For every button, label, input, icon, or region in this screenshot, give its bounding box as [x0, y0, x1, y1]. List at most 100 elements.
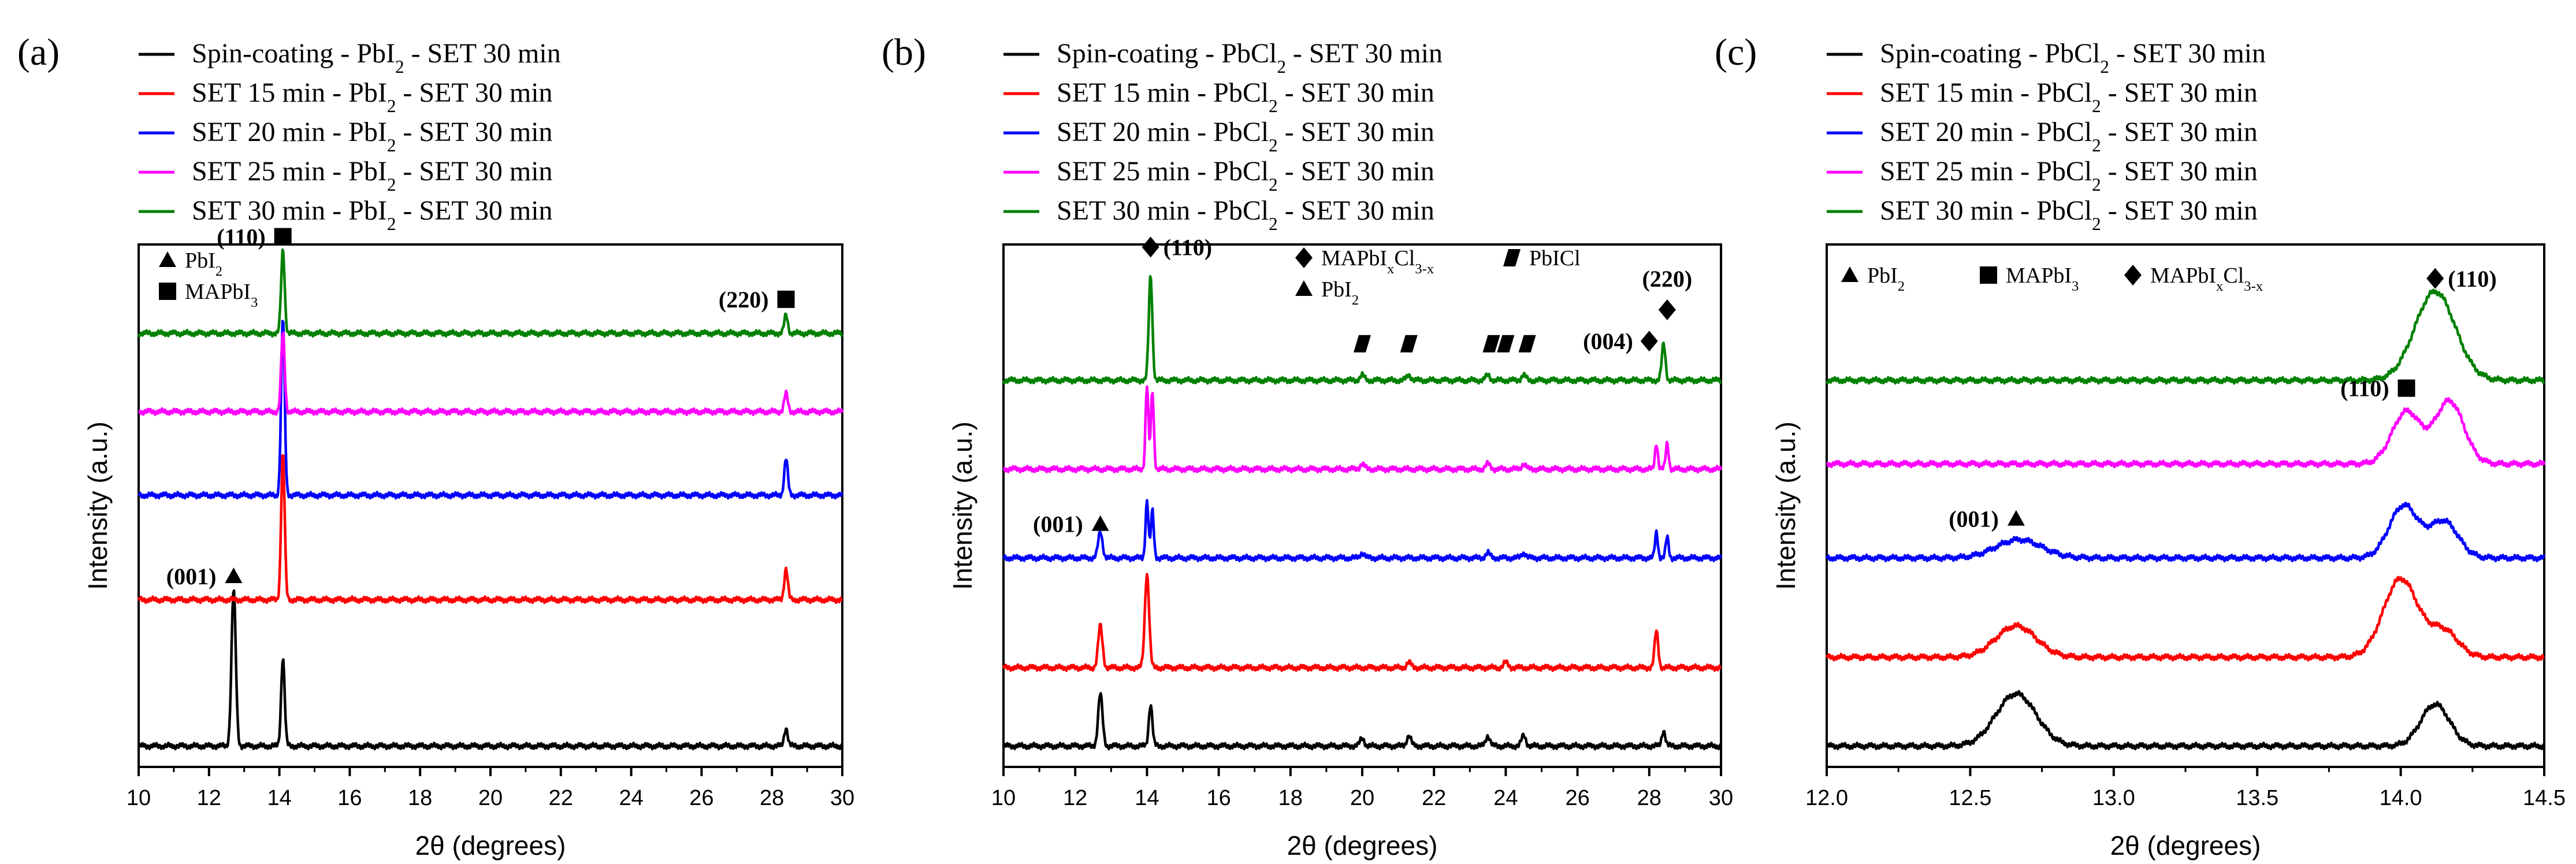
plot-frame [1002, 243, 1722, 768]
x-tick-label: 16 [1206, 786, 1231, 810]
x-tick-label: 22 [549, 786, 573, 810]
x-tick-label: 12 [1063, 786, 1087, 810]
x-tick-label: 12 [197, 786, 221, 810]
diamond-legend-icon [2124, 265, 2142, 285]
panel-label: (c) [1715, 31, 1757, 73]
series-line [137, 320, 844, 500]
legend-entry: Spin-coating - PbI2 - SET 30 min [192, 38, 561, 77]
legend-entry: SET 20 min - PbCl2 - SET 30 min [1057, 117, 1434, 155]
marker-legend-label: PbI2 [185, 249, 222, 279]
x-tick-label: 28 [1637, 786, 1661, 810]
panel-label: (a) [17, 31, 60, 73]
triangle-peak-icon [1091, 515, 1109, 531]
series-line [1826, 397, 2546, 469]
square-peak-icon [274, 228, 292, 246]
series-line [1826, 502, 2546, 562]
x-tick-label: 20 [478, 786, 503, 810]
legend-entry: SET 25 min - PbI2 - SET 30 min [192, 156, 553, 195]
legend-entry: SET 20 min - PbCl2 - SET 30 min [1880, 117, 2258, 155]
series-line [137, 589, 843, 751]
legend-entry: SET 15 min - PbCl2 - SET 30 min [1057, 77, 1434, 116]
parallelogram-legend-icon [1503, 249, 1521, 266]
square-legend-icon [1980, 266, 1997, 284]
diamond-peak-icon [2426, 268, 2444, 289]
legend-entry: SET 25 min - PbCl2 - SET 30 min [1057, 156, 1434, 195]
marker-legend-label: PbICl [1529, 246, 1581, 270]
marker-legend-label: MAPbIxCl3-x [2150, 264, 2263, 294]
x-tick-label: 13.0 [2092, 786, 2135, 810]
legend-entry: SET 20 min - PbI2 - SET 30 min [192, 117, 553, 155]
triangle-legend-icon [1295, 280, 1313, 296]
plot-frame [1826, 243, 2545, 768]
square-peak-icon [2397, 379, 2415, 397]
x-tick-label: 10 [127, 786, 151, 810]
x-tick-label: 10 [991, 786, 1016, 810]
series-line [1002, 499, 1723, 563]
panel-label: (b) [882, 31, 926, 73]
y-axis-label: Intensity (a.u.) [947, 421, 977, 589]
x-tick-label: 22 [1422, 786, 1446, 810]
marker-legend-label: PbI2 [1867, 264, 1905, 294]
legend-entry: SET 30 min - PbCl2 - SET 30 min [1057, 195, 1434, 234]
x-tick-label: 30 [1709, 786, 1733, 810]
x-tick-label: 24 [619, 786, 643, 810]
square-peak-icon [777, 290, 795, 308]
peak-label: (220) [719, 287, 769, 313]
series-line [1002, 692, 1722, 751]
x-axis-label: 2θ (degrees) [1287, 830, 1438, 861]
peak-label: (001) [166, 563, 217, 589]
series-line [137, 454, 843, 605]
triangle-legend-icon [1841, 266, 1858, 282]
x-tick-label: 18 [408, 786, 432, 810]
legend-entry: SET 30 min - PbI2 - SET 30 min [192, 195, 553, 234]
legend-entry: SET 25 min - PbCl2 - SET 30 min [1880, 156, 2258, 195]
diamond-peak-icon [1142, 236, 1159, 258]
series-line [137, 248, 843, 338]
x-tick-label: 14.0 [2380, 786, 2422, 810]
plot-frame [137, 243, 843, 768]
peak-label: (220) [1642, 266, 1693, 292]
peak-label: (001) [1949, 506, 1999, 532]
series-line [1825, 576, 2545, 662]
peak-label: (004) [1583, 328, 1633, 354]
x-tick-label: 30 [830, 786, 854, 810]
x-tick-label: 20 [1350, 786, 1374, 810]
square-legend-icon [159, 283, 176, 300]
parallelogram-peak-icon [1497, 335, 1515, 353]
peak-label: (110) [2448, 266, 2496, 292]
parallelogram-peak-icon [1354, 335, 1371, 353]
marker-legend-label: MAPbIxCl3-x [1321, 246, 1434, 277]
legend-entry: SET 15 min - PbI2 - SET 30 min [192, 77, 553, 116]
x-tick-label: 12.5 [1949, 786, 1991, 810]
peak-label: (110) [2340, 376, 2389, 402]
series-line [1825, 288, 2545, 385]
triangle-peak-icon [2007, 510, 2025, 526]
x-axis-label: 2θ (degrees) [2110, 830, 2261, 861]
series-line [1002, 573, 1722, 672]
x-tick-label: 26 [1565, 786, 1589, 810]
parallelogram-peak-icon [1400, 335, 1418, 353]
chart-panel-b: (b) Spin-coating - PbCl2 - SET 30 minSET … [882, 31, 1733, 861]
legend-entry: Spin-coating - PbCl2 - SET 30 min [1880, 38, 2266, 77]
series-line [1003, 385, 1723, 474]
y-axis-label: Intensity (a.u.) [1771, 421, 1801, 589]
legend-entry: SET 30 min - PbCl2 - SET 30 min [1880, 195, 2258, 234]
legend-entry: SET 15 min - PbCl2 - SET 30 min [1880, 77, 2258, 116]
marker-legend-label: MAPbI3 [2006, 264, 2079, 294]
x-axis-label: 2θ (degrees) [415, 830, 566, 861]
diamond-legend-icon [1295, 247, 1313, 268]
x-tick-label: 24 [1493, 786, 1518, 810]
x-tick-label: 16 [337, 786, 362, 810]
series-line [1825, 689, 2545, 751]
marker-legend-label: PbI2 [1321, 277, 1359, 308]
peak-label: (110) [217, 224, 265, 250]
peak-label: (001) [1033, 511, 1083, 537]
series-line [1002, 275, 1722, 385]
parallelogram-peak-icon [1482, 335, 1500, 353]
x-tick-label: 14.5 [2523, 786, 2566, 810]
x-tick-label: 18 [1278, 786, 1303, 810]
triangle-peak-icon [225, 568, 243, 584]
legend-entry: Spin-coating - PbCl2 - SET 30 min [1057, 38, 1443, 77]
series-line [138, 331, 844, 416]
